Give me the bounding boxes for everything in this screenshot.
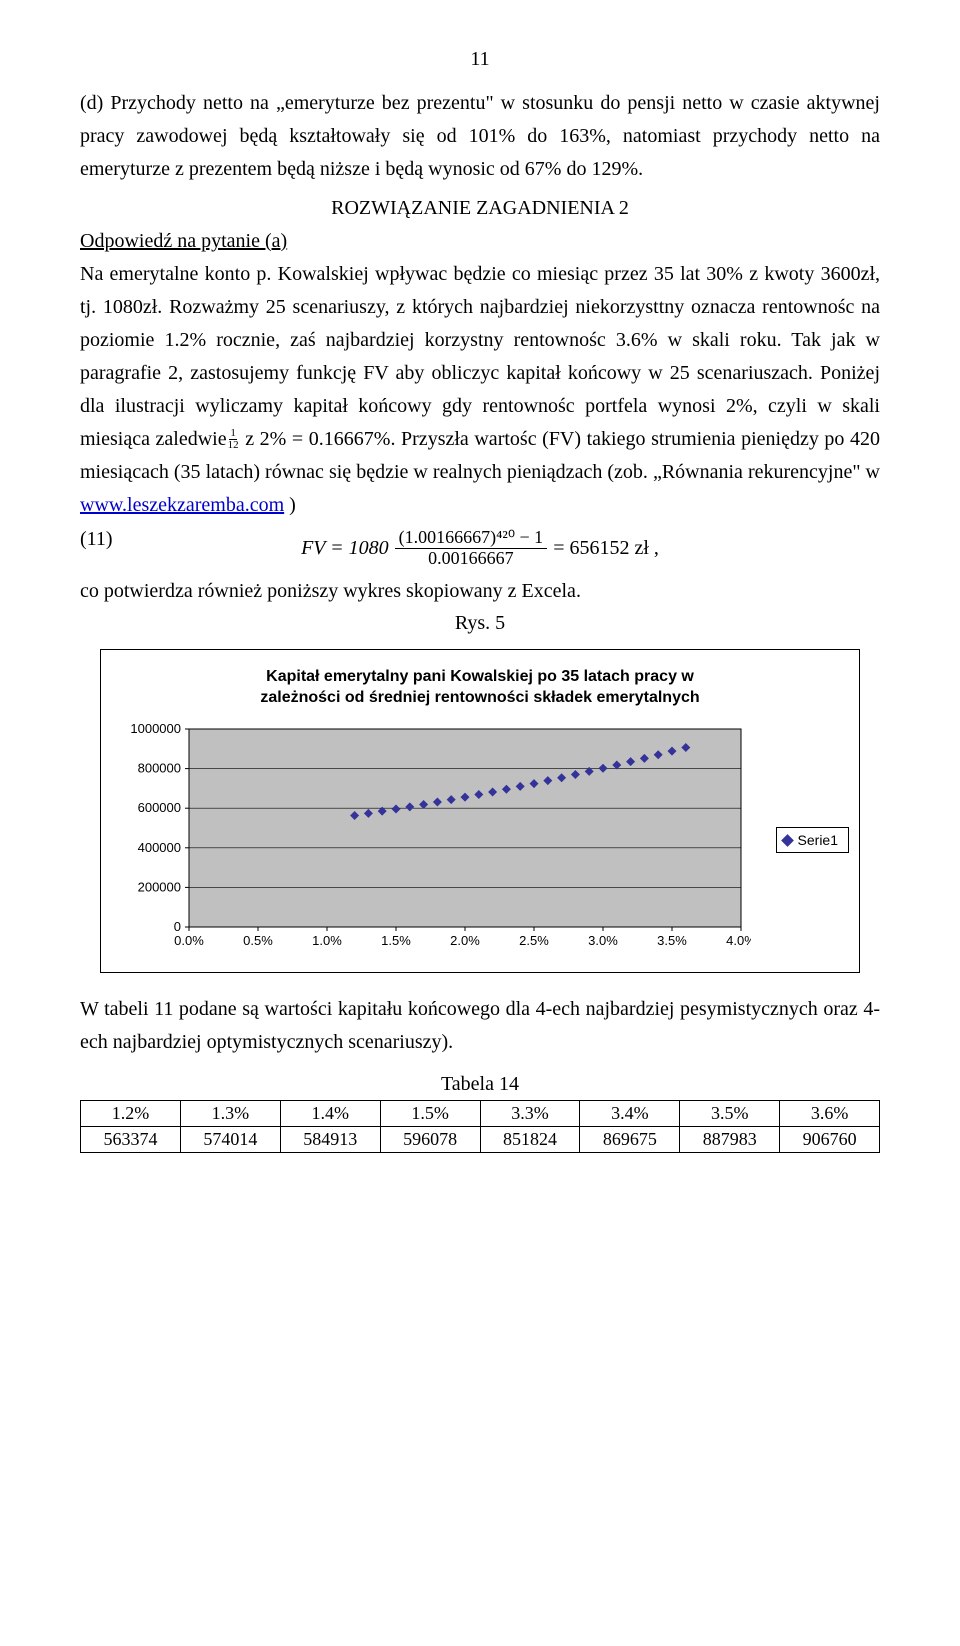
table-header-cell: 1.4% [280, 1100, 380, 1126]
table-data-cell: 596078 [380, 1126, 480, 1152]
figure-label: Rys. 5 [80, 612, 880, 635]
chart-legend: Serie1 [776, 827, 849, 853]
svg-text:2.5%: 2.5% [519, 933, 549, 948]
table-label: Tabela 14 [80, 1073, 880, 1096]
table-header-cell: 1.3% [180, 1100, 280, 1126]
paragraph-table-intro: W tabeli 11 podane są wartości kapitału … [80, 993, 880, 1059]
svg-text:1000000: 1000000 [130, 723, 181, 736]
table-data-cell: 574014 [180, 1126, 280, 1152]
table-data-cell: 869675 [580, 1126, 680, 1152]
link-leszekzaremba[interactable]: www.leszekzaremba.com [80, 494, 284, 516]
svg-text:400000: 400000 [138, 840, 181, 855]
equation-11: (11) FV = 1080 (1.00166667)⁴²⁰ − 1 0.001… [80, 528, 880, 569]
answer-a-label: Odpowiedź na pytanie (a) [80, 230, 287, 252]
table-header-cell: 3.6% [780, 1100, 880, 1126]
table-data-cell: 906760 [780, 1126, 880, 1152]
svg-text:0: 0 [174, 919, 181, 934]
table-header-cell: 3.4% [580, 1100, 680, 1126]
table-header-cell: 1.5% [380, 1100, 480, 1126]
table-data-cell: 563374 [81, 1126, 181, 1152]
table-data-cell: 887983 [680, 1126, 780, 1152]
paragraph-confirm: co potwierdza również poniższy wykres sk… [80, 575, 880, 608]
svg-text:200000: 200000 [138, 879, 181, 894]
svg-text:3.5%: 3.5% [657, 933, 687, 948]
table-data-cell: 851824 [480, 1126, 580, 1152]
svg-text:0.0%: 0.0% [174, 933, 204, 948]
equation-fraction: (1.00166667)⁴²⁰ − 1 0.00166667 [395, 528, 548, 569]
table-header-cell: 1.2% [81, 1100, 181, 1126]
legend-marker-icon [781, 834, 794, 847]
table-data-cell: 584913 [280, 1126, 380, 1152]
chart-title: Kapitał emerytalny pani Kowalskiej po 35… [200, 666, 760, 709]
table-header-cell: 3.5% [680, 1100, 780, 1126]
equation-label: (11) [80, 528, 113, 551]
table-14: 1.2%1.3%1.4%1.5%3.3%3.4%3.5%3.6% 5633745… [80, 1100, 880, 1153]
svg-text:2.0%: 2.0% [450, 933, 480, 948]
paragraph-main: Na emerytalne konto p. Kowalskiej wpływa… [80, 258, 880, 522]
heading-rozwiazanie: ROZWIĄZANIE ZAGADNIENIA 2 [80, 192, 880, 225]
fraction-1-12: 112 [227, 428, 240, 451]
page-number: 11 [80, 48, 880, 71]
svg-text:1.5%: 1.5% [381, 933, 411, 948]
paragraph-d: (d) Przychody netto na „emeryturze bez p… [80, 87, 880, 186]
svg-text:1.0%: 1.0% [312, 933, 342, 948]
chart-container: Kapitał emerytalny pani Kowalskiej po 35… [100, 649, 860, 973]
legend-label: Serie1 [798, 832, 838, 848]
svg-text:600000: 600000 [138, 800, 181, 815]
scatter-chart: 0 200000 400000 600000 800000 1000000 0.0% 0.5%… [111, 723, 751, 953]
svg-text:0.5%: 0.5% [243, 933, 273, 948]
svg-text:4.0%: 4.0% [726, 933, 751, 948]
table-header-cell: 3.3% [480, 1100, 580, 1126]
svg-text:800000: 800000 [138, 760, 181, 775]
svg-text:3.0%: 3.0% [588, 933, 618, 948]
